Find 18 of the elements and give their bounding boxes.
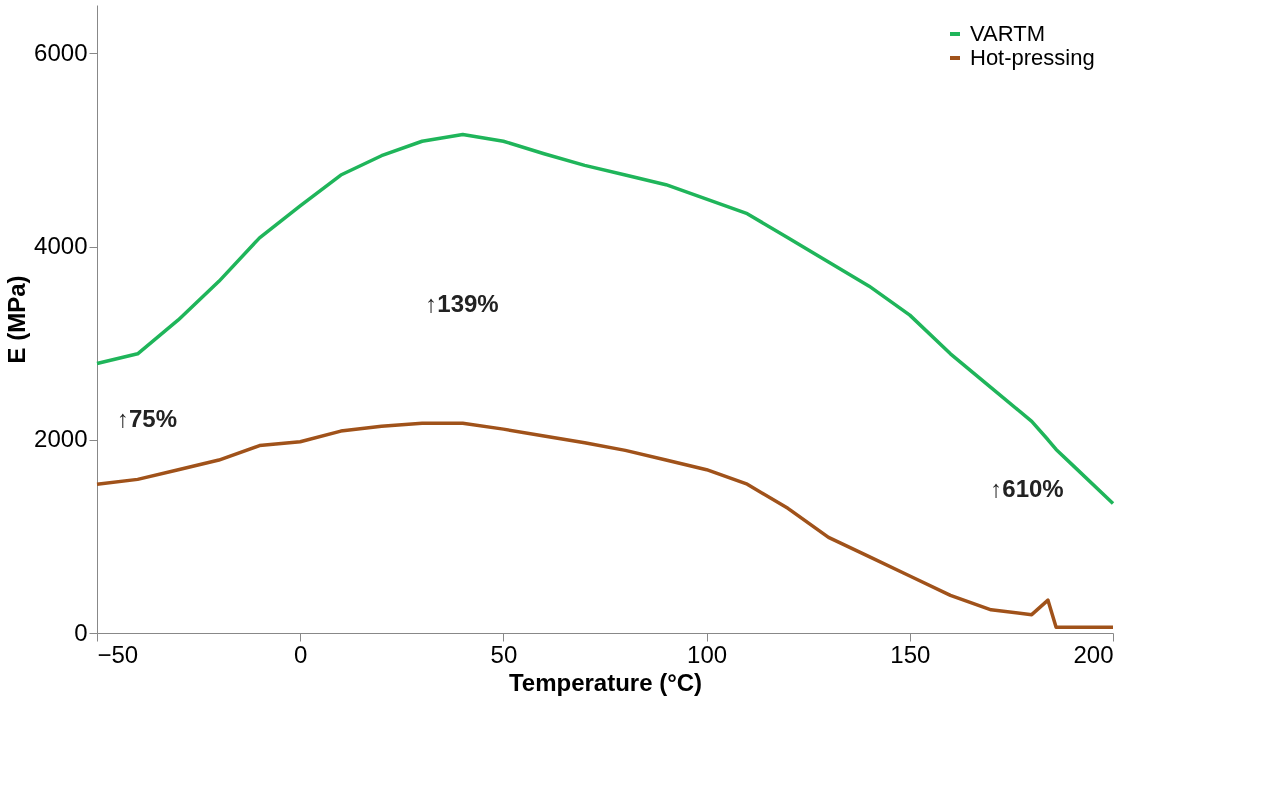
x-tick-label: 150 xyxy=(890,640,931,668)
x-axis-title: Temperature (°C) xyxy=(508,668,703,696)
x-tick-label: −50 xyxy=(97,640,139,668)
y-tick-label: 4000 xyxy=(34,232,88,260)
annotation: ↑75% xyxy=(116,405,178,432)
y-tick-label: 0 xyxy=(74,618,88,646)
annotation: ↑610% xyxy=(990,475,1064,502)
legend-label: Hot-pressing xyxy=(970,45,1095,70)
y-axis-title: E (MPa) xyxy=(3,275,31,364)
y-tick-label: 6000 xyxy=(34,38,88,66)
legend-label: VARTM xyxy=(970,21,1045,46)
annotation: ↑139% xyxy=(425,290,499,317)
x-tick-label: 100 xyxy=(687,640,728,668)
x-tick-label: 0 xyxy=(294,640,308,668)
y-tick-label: 2000 xyxy=(34,425,88,453)
x-tick-label: 200 xyxy=(1073,640,1114,668)
x-tick-label: 50 xyxy=(490,640,518,668)
line-series xyxy=(95,132,1115,506)
